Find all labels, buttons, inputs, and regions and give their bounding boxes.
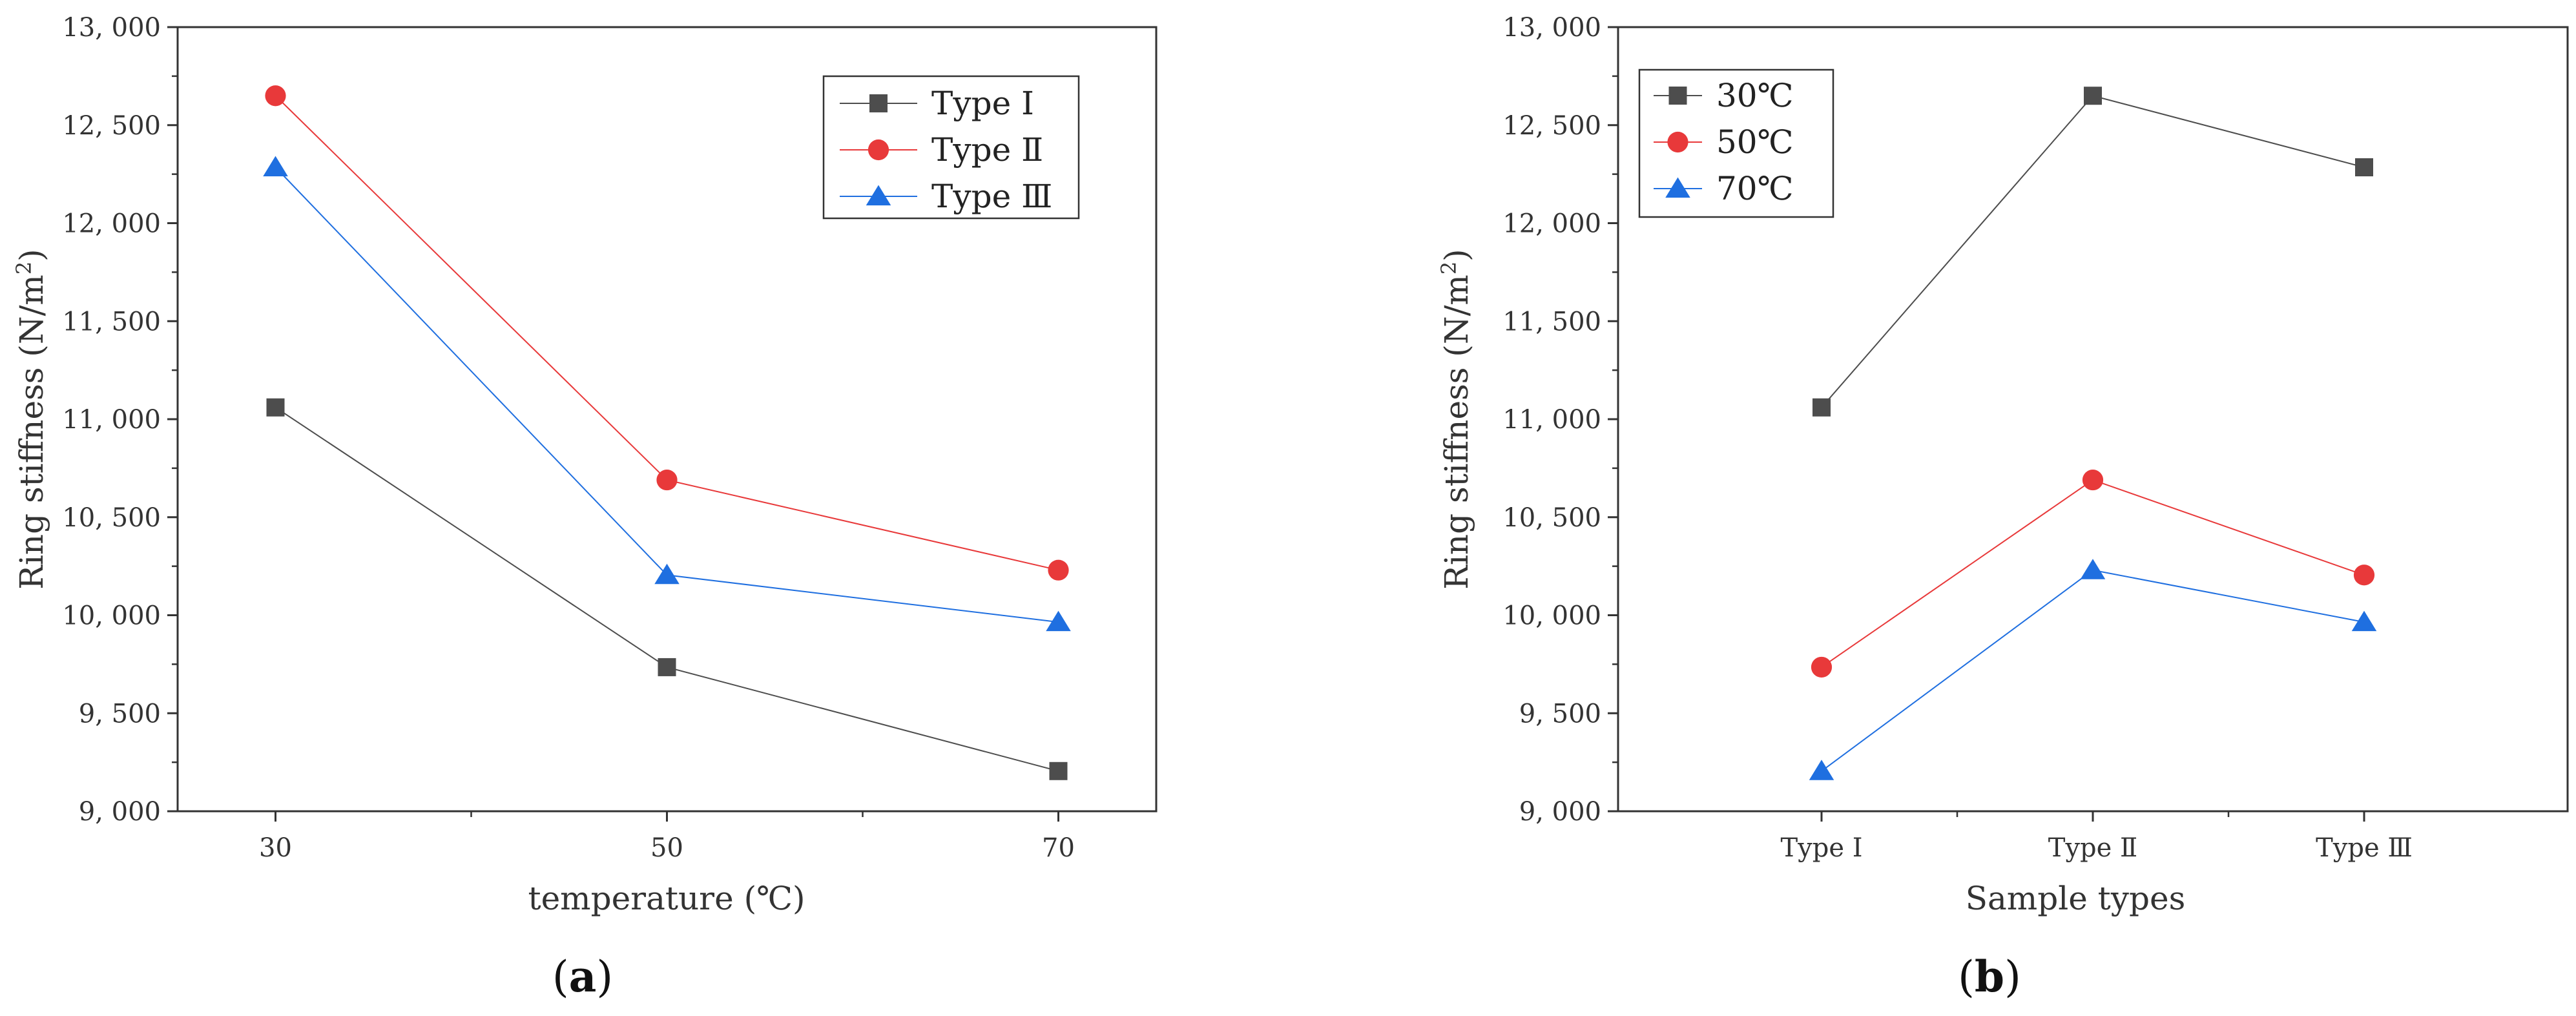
data-point: [263, 156, 288, 177]
data-point: [266, 398, 285, 417]
y-tick-label: 9, 500: [79, 699, 161, 729]
legend-label: 50℃: [1716, 123, 1794, 161]
panel-label-b: (b): [1958, 951, 2021, 1002]
legend-marker: [1667, 131, 1688, 153]
data-point: [1811, 656, 1833, 678]
y-tick-label: 10, 500: [1502, 503, 1601, 533]
legend-label: Type Ⅲ: [931, 178, 1052, 215]
y-tick-label: 13, 000: [62, 13, 161, 43]
legend-frame-a: [822, 75, 1080, 220]
data-point: [2084, 87, 2102, 105]
y-tick-label: 10, 500: [62, 503, 161, 533]
series-group-b: [1809, 87, 2377, 780]
y-tick-label: 10, 000: [62, 601, 161, 631]
legend-label: 70℃: [1716, 170, 1794, 207]
x-tick-label: 50: [650, 833, 683, 863]
data-point: [1809, 760, 1834, 780]
y-tick-label: 12, 000: [1502, 209, 1601, 239]
series-line-3: [1821, 569, 2365, 772]
x-axis-b: Type Ⅰ Type Ⅱ Type Ⅲ: [1780, 811, 2413, 863]
y-tick-label: 9, 000: [1519, 797, 1601, 827]
panel-b-sample-types-chart: 9, 000 9, 500 10, 000 10, 500 11, 000 11, 500…: [1437, 13, 2569, 1002]
y-axis-b: 9, 000 9, 500 10, 000 10, 500 11, 000 11, 500…: [1502, 13, 1618, 827]
data-point: [1046, 610, 1071, 632]
x-tick-label: Type Ⅰ: [1780, 833, 1862, 863]
data-point: [1048, 559, 1069, 581]
y-tick-label: 11, 000: [62, 405, 161, 435]
legend-label: 30℃: [1716, 77, 1794, 114]
series-line-1: [275, 406, 1059, 772]
data-point: [1049, 762, 1068, 780]
data-point: [265, 85, 286, 107]
legend-marker: [869, 94, 888, 112]
data-point: [656, 469, 678, 491]
x-tick-label: 70: [1042, 833, 1075, 863]
data-point: [2082, 469, 2104, 491]
legend-label: Type Ⅱ: [931, 131, 1043, 169]
y-tick-label: 11, 500: [62, 307, 161, 337]
legend-marker: [1665, 177, 1690, 198]
series-line-3: [275, 167, 1059, 623]
x-axis-label-a: temperature (℃): [528, 880, 805, 917]
data-point: [1813, 398, 1831, 417]
x-tick-label: Type Ⅲ: [2316, 833, 2413, 863]
legend-label: Type Ⅰ: [931, 85, 1034, 122]
legend-a: Type Ⅰ Type Ⅱ Type Ⅲ: [822, 75, 1080, 220]
data-point: [654, 563, 680, 585]
data-point: [2080, 559, 2106, 579]
y-tick-label: 13, 000: [1502, 13, 1601, 43]
y-axis-label-a: Ring stiffness (N/m2): [12, 249, 50, 589]
legend-marker: [866, 185, 891, 205]
x-axis-label-b: Sample types: [1966, 880, 2186, 917]
data-point: [2351, 610, 2377, 632]
legend-marker: [1668, 87, 1687, 105]
series-group-a: [263, 85, 1071, 780]
legend-marker: [867, 139, 889, 161]
y-tick-label: 12, 000: [62, 209, 161, 239]
x-axis-a: 30 50 70: [259, 811, 1075, 863]
x-tick-label: Type Ⅱ: [2048, 833, 2137, 863]
data-point: [658, 658, 676, 676]
y-tick-label: 9, 000: [79, 797, 161, 827]
y-tick-label: 11, 500: [1502, 307, 1601, 337]
y-tick-label: 10, 000: [1502, 601, 1601, 631]
x-tick-label: 30: [259, 833, 292, 863]
data-point: [2353, 565, 2375, 586]
y-axis-label-b: Ring stiffness (N/m2): [1437, 249, 1475, 589]
series-line-1: [1821, 95, 2365, 408]
y-tick-label: 11, 000: [1502, 405, 1601, 435]
panel-a-temperature-chart: 9, 000 9, 500 10, 000 10, 500 11, 000 11, 500…: [12, 13, 1158, 1002]
y-tick-label: 12, 500: [1502, 111, 1601, 141]
panel-label-a: (a): [552, 951, 613, 1002]
y-tick-label: 9, 500: [1519, 699, 1601, 729]
y-axis-a: 9, 000 9, 500 10, 000 10, 500 11, 000 11, 500…: [62, 13, 178, 827]
data-point: [2355, 158, 2373, 177]
y-tick-label: 12, 500: [62, 111, 161, 141]
legend-b: 30℃ 50℃ 70℃: [1638, 68, 1834, 218]
